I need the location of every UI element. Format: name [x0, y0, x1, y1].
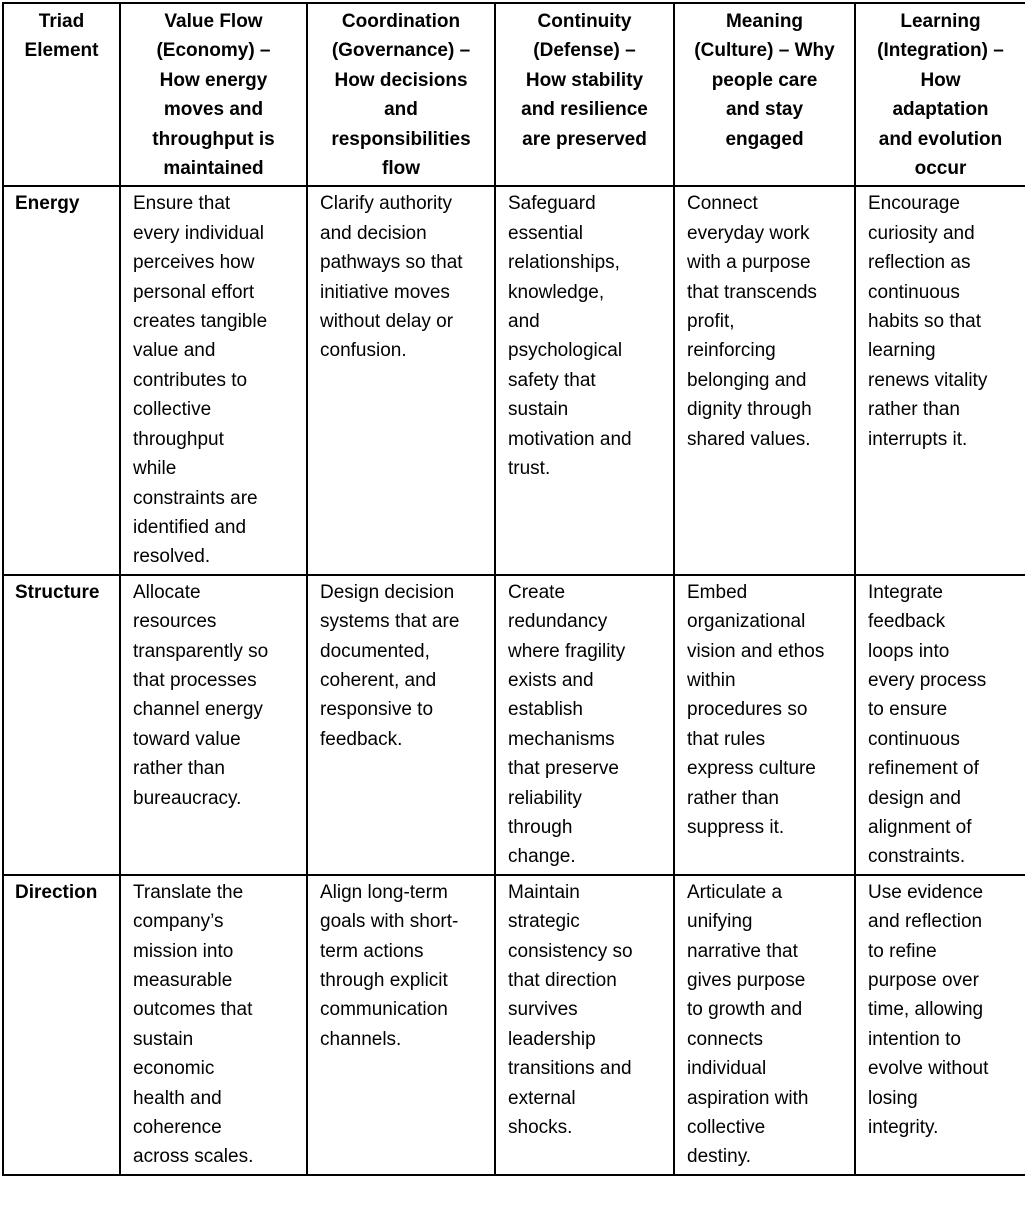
cell-energy-continuity: Safeguard essential relationships, knowl… — [494, 185, 675, 576]
header-cell-meaning: Meaning (Culture) – Why people care and … — [673, 1, 856, 188]
cell-structure-continuity: Create redundancy where fragility exists… — [494, 573, 675, 876]
header-cell-continuity: Continuity (Defense) – How stability and… — [494, 1, 675, 188]
row-label-direction: Direction — [2, 873, 121, 1176]
table-row-energy: Energy Ensure that every individual perc… — [2, 185, 1025, 576]
header-row: Triad Element Value Flow (Economy) – How… — [2, 1, 1025, 188]
header-cell-triad-element: Triad Element — [2, 1, 121, 188]
header-cell-learning: Learning (Integration) – How adaptation … — [854, 1, 1025, 188]
cell-energy-meaning: Connect everyday work with a purpose tha… — [673, 185, 856, 576]
cell-energy-coordination: Clarify authority and decision pathways … — [306, 185, 496, 576]
cell-direction-value-flow: Translate the company’s mission into mea… — [119, 873, 308, 1176]
cell-direction-meaning: Articulate a unifying narrative that giv… — [673, 873, 856, 1176]
cell-direction-continuity: Maintain strategic consistency so that d… — [494, 873, 675, 1176]
cell-direction-coordination: Align long-term goals with short- term a… — [306, 873, 496, 1176]
row-label-energy: Energy — [2, 185, 121, 576]
table-row-structure: Structure Allocate resources transparent… — [2, 573, 1025, 876]
cell-structure-coordination: Design decision systems that are documen… — [306, 573, 496, 876]
table-row-direction: Direction Translate the company’s missio… — [2, 873, 1025, 1176]
triad-framework-table: Triad Element Value Flow (Economy) – How… — [2, 1, 1025, 1176]
cell-energy-value-flow: Ensure that every individual perceives h… — [119, 185, 308, 576]
cell-structure-learning: Integrate feedback loops into every proc… — [854, 573, 1025, 876]
cell-structure-value-flow: Allocate resources transparently so that… — [119, 573, 308, 876]
header-cell-value-flow: Value Flow (Economy) – How energy moves … — [119, 1, 308, 188]
cell-structure-meaning: Embed organizational vision and ethos wi… — [673, 573, 856, 876]
header-cell-coordination: Coordination (Governance) – How decision… — [306, 1, 496, 188]
cell-energy-learning: Encourage curiosity and reflection as co… — [854, 185, 1025, 576]
cell-direction-learning: Use evidence and reflection to refine pu… — [854, 873, 1025, 1176]
row-label-structure: Structure — [2, 573, 121, 876]
